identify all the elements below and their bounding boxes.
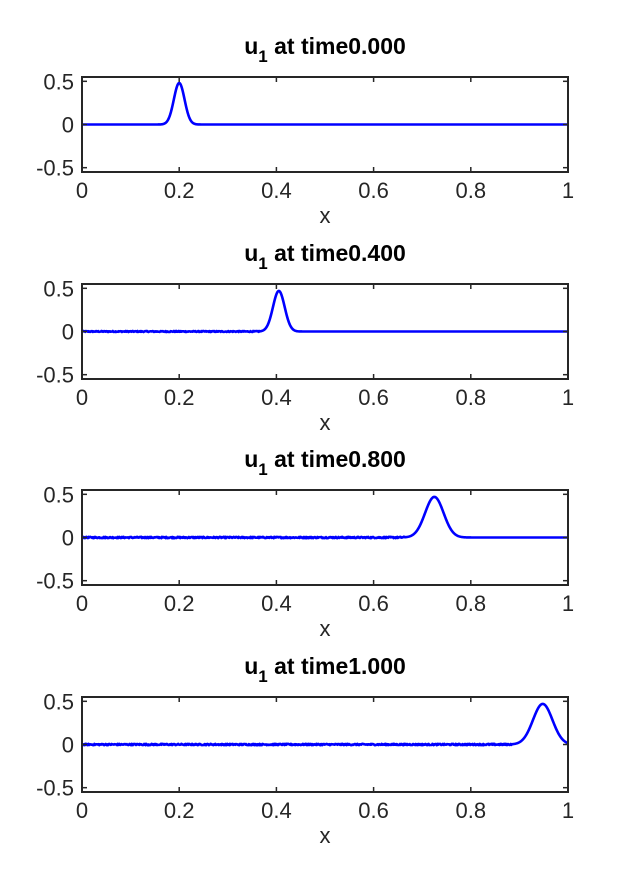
subplot-title: u1 at time0.000 — [244, 33, 406, 66]
x-tick-label: 0.8 — [456, 591, 487, 616]
x-tick-label: 0.2 — [164, 178, 195, 203]
x-tick-label: 0.6 — [358, 385, 389, 410]
title-rest: at time0.400 — [268, 240, 406, 266]
x-tick-label: 0.2 — [164, 798, 195, 823]
y-tick-label: 0.5 — [43, 689, 74, 714]
title-subscript: 1 — [258, 254, 267, 273]
title-subscript: 1 — [258, 460, 267, 479]
y-tick-label: -0.5 — [36, 569, 74, 594]
x-tick-label: 0.8 — [456, 178, 487, 203]
title-base: u — [244, 33, 258, 59]
y-tick-label: 0 — [62, 733, 74, 758]
x-tick-label: 1 — [562, 591, 574, 616]
subplot-title: u1 at time0.800 — [244, 446, 406, 479]
y-tick-label: 0 — [62, 526, 74, 551]
x-tick-label: 0.8 — [456, 798, 487, 823]
y-tick-label: -0.5 — [36, 156, 74, 181]
data-series-line — [82, 81, 568, 126]
title-base: u — [244, 653, 258, 679]
y-tick-label: -0.5 — [36, 363, 74, 388]
x-tick-label: 0.4 — [261, 591, 292, 616]
x-tick-label: 0.2 — [164, 385, 195, 410]
x-tick-label: 0 — [76, 591, 88, 616]
subplot-title: u1 at time1.000 — [244, 653, 406, 686]
x-tick-label: 0.8 — [456, 385, 487, 410]
y-tick-label: 0 — [62, 113, 74, 138]
x-tick-label: 0.4 — [261, 385, 292, 410]
x-axis-label: x — [320, 410, 331, 435]
x-axis-label: x — [320, 203, 331, 228]
x-tick-label: 0 — [76, 178, 88, 203]
subplot-title: u1 at time0.400 — [244, 240, 406, 273]
title-rest: at time1.000 — [268, 653, 406, 679]
x-tick-label: 1 — [562, 385, 574, 410]
y-tick-label: 0.5 — [43, 69, 74, 94]
y-tick-label: 0 — [62, 320, 74, 345]
data-series-line — [82, 702, 568, 747]
x-tick-label: 0.2 — [164, 591, 195, 616]
x-tick-label: 1 — [562, 798, 574, 823]
x-axis-label: x — [320, 616, 331, 641]
y-tick-label: -0.5 — [36, 776, 74, 801]
title-rest: at time0.000 — [268, 33, 406, 59]
x-tick-label: 0.4 — [261, 178, 292, 203]
x-tick-label: 0.6 — [358, 591, 389, 616]
x-tick-label: 1 — [562, 178, 574, 203]
data-series-line — [82, 495, 568, 540]
x-axis-label: x — [320, 823, 331, 848]
title-base: u — [244, 446, 258, 472]
x-tick-label: 0 — [76, 385, 88, 410]
x-tick-label: 0.6 — [358, 178, 389, 203]
title-subscript: 1 — [258, 47, 267, 66]
title-subscript: 1 — [258, 667, 267, 686]
title-base: u — [244, 240, 258, 266]
x-tick-label: 0 — [76, 798, 88, 823]
y-tick-label: 0.5 — [43, 276, 74, 301]
x-tick-label: 0.4 — [261, 798, 292, 823]
x-tick-label: 0.6 — [358, 798, 389, 823]
title-rest: at time0.800 — [268, 446, 406, 472]
data-series-line — [82, 289, 568, 334]
y-tick-label: 0.5 — [43, 482, 74, 507]
